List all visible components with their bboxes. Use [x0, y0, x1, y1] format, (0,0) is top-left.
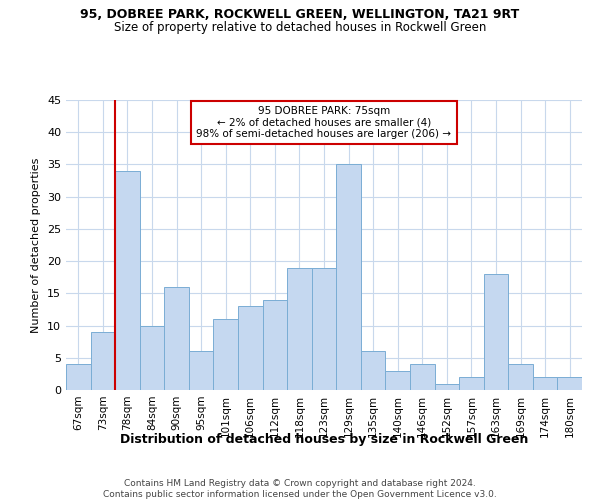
Bar [189, 352, 214, 390]
Bar [361, 352, 385, 390]
Bar [557, 377, 582, 390]
Bar [214, 319, 238, 390]
Y-axis label: Number of detached properties: Number of detached properties [31, 158, 41, 332]
Bar [238, 306, 263, 390]
Bar [312, 268, 336, 390]
Bar [91, 332, 115, 390]
Bar [66, 364, 91, 390]
Bar [434, 384, 459, 390]
Bar [287, 268, 312, 390]
Text: 95 DOBREE PARK: 75sqm
← 2% of detached houses are smaller (4)
98% of semi-detach: 95 DOBREE PARK: 75sqm ← 2% of detached h… [197, 106, 452, 139]
Bar [459, 377, 484, 390]
Bar [410, 364, 434, 390]
Bar [336, 164, 361, 390]
Bar [115, 171, 140, 390]
Bar [263, 300, 287, 390]
Text: Distribution of detached houses by size in Rockwell Green: Distribution of detached houses by size … [120, 432, 528, 446]
Text: Contains HM Land Registry data © Crown copyright and database right 2024.: Contains HM Land Registry data © Crown c… [124, 479, 476, 488]
Bar [508, 364, 533, 390]
Text: 95, DOBREE PARK, ROCKWELL GREEN, WELLINGTON, TA21 9RT: 95, DOBREE PARK, ROCKWELL GREEN, WELLING… [80, 8, 520, 20]
Bar [164, 287, 189, 390]
Bar [385, 370, 410, 390]
Bar [484, 274, 508, 390]
Bar [140, 326, 164, 390]
Bar [533, 377, 557, 390]
Text: Contains public sector information licensed under the Open Government Licence v3: Contains public sector information licen… [103, 490, 497, 499]
Text: Size of property relative to detached houses in Rockwell Green: Size of property relative to detached ho… [114, 21, 486, 34]
